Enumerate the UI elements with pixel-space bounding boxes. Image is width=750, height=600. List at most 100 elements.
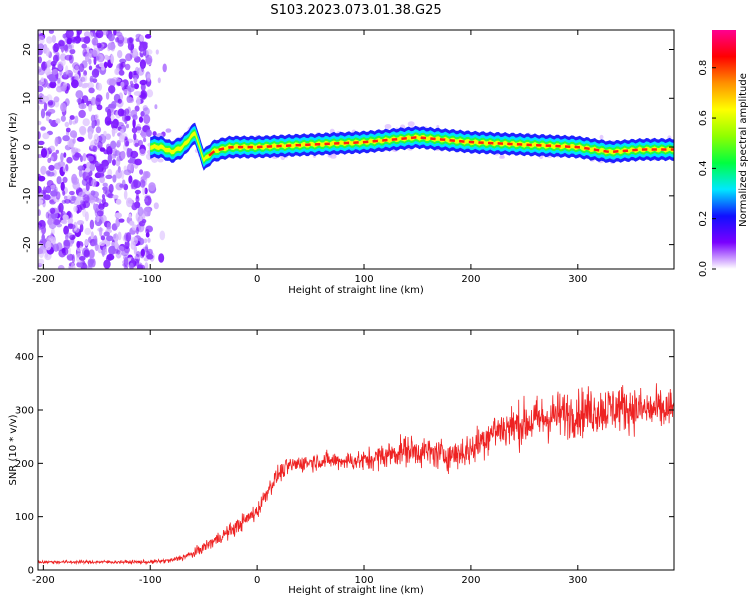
noise-blob [63, 225, 69, 235]
noise-blob [143, 137, 147, 143]
noise-blob [105, 174, 113, 180]
noise-blob [58, 40, 66, 47]
noise-blob [134, 105, 140, 112]
noise-blob [108, 104, 116, 109]
noise-blob [113, 30, 117, 36]
noise-blob [107, 168, 113, 177]
spectrogram-y-tick-label: -10 [22, 188, 33, 204]
snr-x-tick-label: -100 [139, 575, 162, 586]
noise-blob [50, 184, 56, 189]
spectrogram-marks [38, 30, 674, 269]
noise-blob [117, 108, 125, 117]
noise-blob [38, 43, 44, 50]
snr-y-axis-label: SNR (10 * v/v) [8, 414, 19, 485]
noise-blob [117, 50, 123, 59]
noise-blob [99, 175, 105, 184]
noise-blob [159, 230, 166, 241]
noise-blob [130, 83, 136, 88]
noise-blob [118, 218, 125, 223]
noise-blob [138, 44, 145, 52]
noise-blob [108, 245, 116, 255]
noise-blob [43, 194, 51, 201]
colorbar-label: Normalized spectral amplitude [738, 73, 749, 227]
noise-blob [38, 209, 41, 216]
spectrogram-y-tick-label: 20 [22, 43, 33, 56]
noise-blob [53, 188, 57, 193]
noise-blob [95, 97, 101, 107]
noise-blob [154, 104, 158, 110]
noise-blob [146, 89, 154, 98]
noise-blob [117, 33, 123, 38]
noise-blob [45, 115, 50, 122]
snr-x-tick-label: 100 [354, 575, 373, 586]
noise-blob [88, 249, 95, 259]
noise-blob [93, 203, 97, 211]
noise-blob [121, 250, 129, 257]
ridge-halo [436, 125, 440, 129]
noise-blob [133, 133, 137, 141]
spectrogram-frame [37, 29, 675, 270]
noise-blob [51, 35, 57, 43]
noise-blob [91, 178, 97, 187]
noise-blob [101, 66, 105, 71]
noise-blob [72, 181, 80, 190]
noise-blob [64, 121, 70, 128]
noise-blob [135, 251, 141, 258]
ridge-peak-dash [449, 138, 456, 142]
noise-blob [44, 67, 51, 76]
noise-blob [65, 65, 69, 75]
snr-y-tick-label: 200 [15, 459, 34, 470]
colorbar-tick-label: 0.2 [698, 211, 709, 227]
noise-blob [92, 191, 99, 198]
noise-blob [89, 219, 95, 230]
noise-blob [71, 79, 79, 89]
noise-blob [119, 128, 124, 134]
noise-blob [122, 113, 127, 122]
noise-blob [64, 199, 71, 204]
noise-blob [103, 61, 108, 69]
noise-blob [38, 68, 45, 76]
noise-blob [103, 231, 110, 237]
noise-blob [95, 198, 103, 203]
noise-blob [119, 62, 124, 71]
noise-blob [78, 168, 83, 178]
noise-blob [129, 37, 133, 44]
noise-blob [76, 249, 81, 259]
noise-blob [65, 232, 73, 238]
noise-blob [49, 207, 56, 214]
noise-blob [88, 262, 93, 269]
noise-blob [91, 37, 99, 46]
noise-blob [62, 33, 67, 39]
colorbar-tick-label: 0.0 [698, 261, 709, 277]
noise-blob [43, 102, 48, 111]
noise-blob [146, 73, 151, 82]
noise-blob [38, 140, 45, 146]
snr-y-tick-label: 400 [15, 352, 34, 363]
spectrogram-x-tick-label: -100 [139, 274, 162, 285]
noise-blob [130, 150, 139, 158]
ridge-peak-dash [372, 139, 379, 143]
noise-blob [60, 181, 65, 191]
noise-blob [136, 96, 141, 107]
noise-blob [68, 118, 73, 126]
snr-x-tick-label: 300 [568, 575, 587, 586]
ridge-halo [327, 154, 333, 158]
noise-blob [62, 135, 70, 142]
noise-blob [139, 179, 146, 188]
noise-blob [114, 240, 119, 250]
colorbar: 0.0 0.2 0.4 0.6 0.8 Normalized spectral ampl… [698, 30, 749, 277]
ridge-peak-dash [574, 145, 581, 149]
noise-blob [43, 64, 47, 70]
noise-blob [106, 78, 114, 86]
noise-blob [40, 126, 46, 131]
noise-blob [88, 103, 93, 112]
noise-blob [98, 62, 105, 68]
noise-blob [60, 152, 64, 162]
noise-blob [132, 114, 138, 121]
noise-blob [124, 108, 130, 115]
noise-blob [64, 54, 73, 61]
noise-blob [100, 235, 106, 241]
noise-blob [141, 219, 147, 224]
